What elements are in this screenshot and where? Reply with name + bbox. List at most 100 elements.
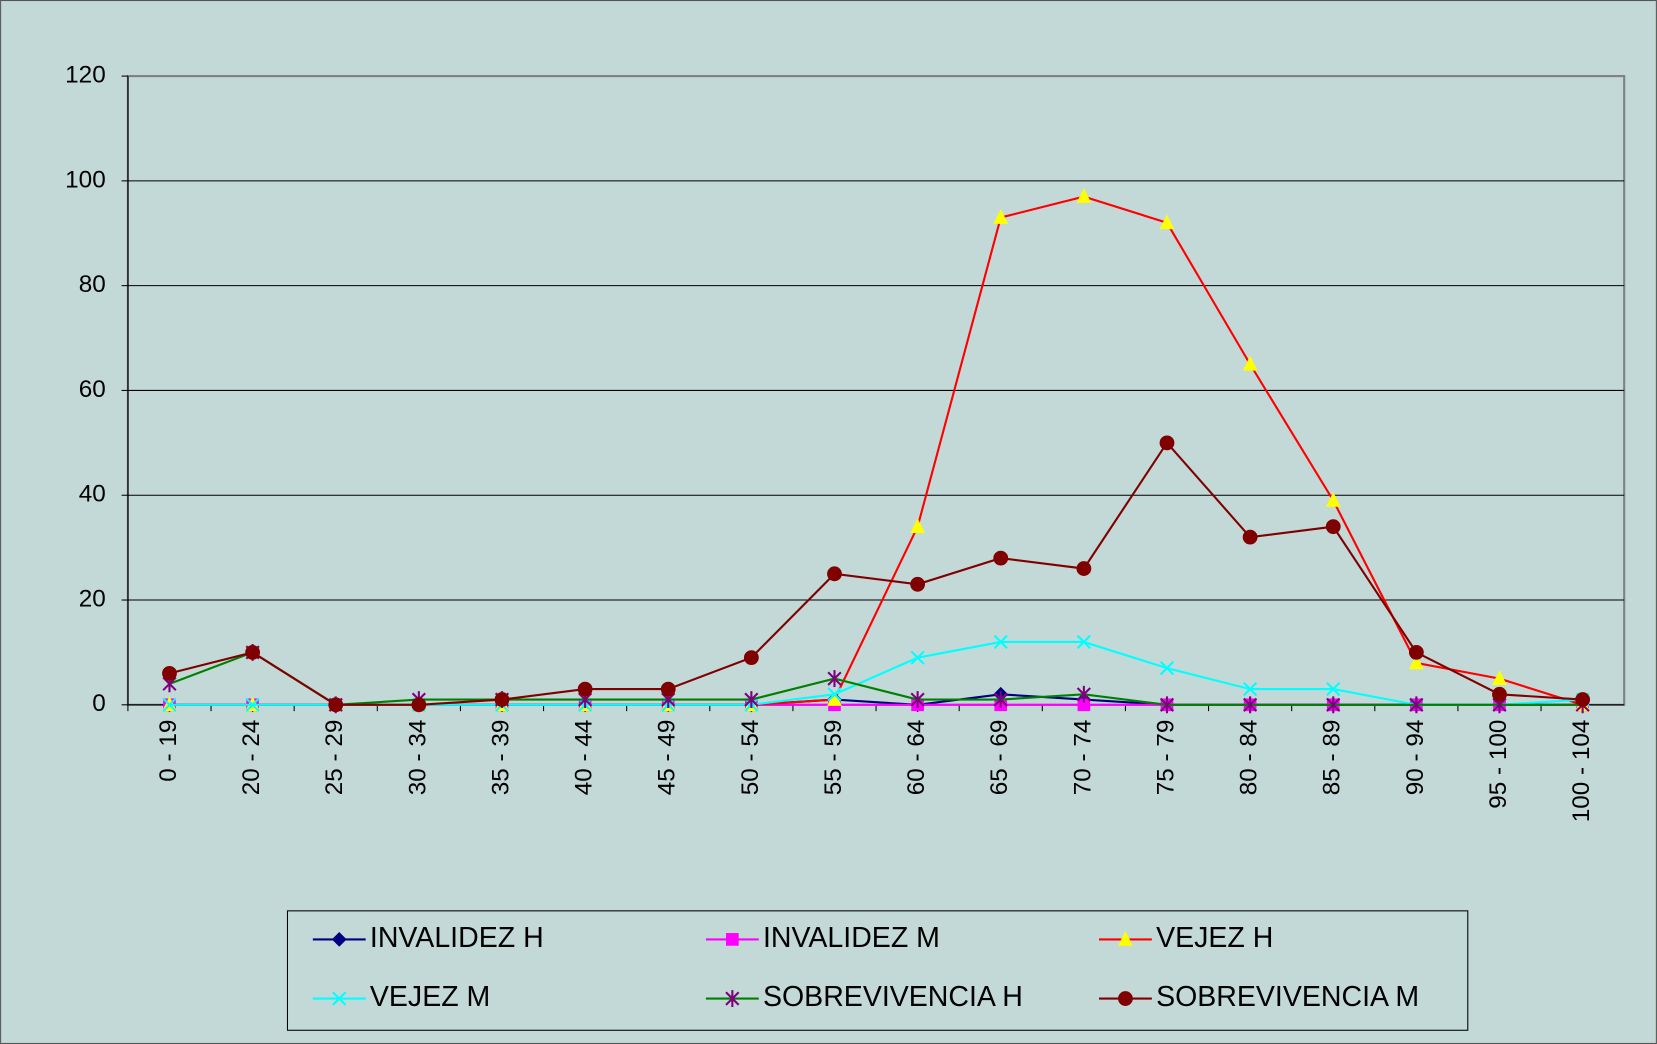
marker	[1408, 654, 1424, 670]
marker-part	[1159, 214, 1175, 230]
legend	[286, 910, 1469, 1031]
legend-label: SOBREVIVENCIA H	[763, 981, 1023, 1013]
marker	[1242, 355, 1258, 371]
y-tick-label: 100	[65, 166, 106, 193]
marker-part	[827, 687, 842, 702]
x-tick-label: 25 - 29	[321, 720, 348, 796]
series-line	[169, 441, 1583, 706]
y-tick-label: 80	[79, 271, 106, 298]
marker	[577, 681, 593, 697]
marker	[660, 681, 676, 697]
marker-part	[1325, 519, 1341, 535]
marker	[1159, 661, 1175, 676]
marker	[1118, 930, 1133, 946]
marker-part	[1409, 696, 1424, 714]
marker-part	[993, 550, 1009, 566]
marker	[827, 691, 842, 706]
marker	[993, 691, 1008, 709]
marker-part	[1492, 670, 1507, 685]
marker	[245, 645, 261, 660]
marker-part	[1243, 682, 1258, 697]
x-tick-label: 45 - 49	[654, 720, 681, 796]
x-tick-label: 85 - 89	[1319, 720, 1346, 796]
marker	[1326, 682, 1341, 697]
x-tick-label: 75 - 79	[1152, 720, 1179, 796]
marker	[1076, 561, 1092, 576]
x-tick-label: 55 - 59	[820, 720, 847, 796]
marker-part	[245, 697, 260, 712]
marker-part	[1326, 682, 1341, 697]
legend-label: VEJEZ M	[370, 981, 490, 1013]
marker	[1243, 682, 1258, 697]
marker-part	[743, 650, 759, 666]
marker	[1326, 696, 1341, 714]
marker-part	[744, 691, 759, 709]
x-tick-label: 60 - 64	[903, 720, 930, 796]
x-tick-label: 35 - 39	[487, 720, 514, 796]
legend-label: VEJEZ H	[1156, 922, 1273, 954]
marker-part	[993, 634, 1008, 650]
series-line	[169, 651, 1583, 706]
marker	[245, 697, 260, 712]
x-tick-label: 100 - 104	[1568, 720, 1595, 823]
x-tick-label: 65 - 69	[986, 720, 1013, 796]
y-tick-label: 20	[79, 585, 106, 612]
marker-part	[332, 991, 347, 1006]
marker	[1159, 214, 1175, 230]
marker-part	[725, 990, 740, 1008]
marker-part	[162, 697, 177, 712]
y-tick-label: 0	[92, 690, 106, 717]
marker-part	[328, 697, 344, 713]
x-tick-label: 95 - 100	[1485, 720, 1512, 809]
marker	[162, 665, 177, 681]
y-tick-label: 40	[79, 481, 106, 508]
marker	[1325, 519, 1341, 535]
marker	[1492, 670, 1507, 685]
x-tick-label: 20 - 24	[238, 720, 265, 796]
marker	[910, 691, 925, 709]
marker-part	[993, 691, 1008, 709]
marker-part	[827, 670, 842, 688]
marker-part	[910, 691, 925, 709]
x-tick-label: 80 - 84	[1236, 720, 1263, 796]
marker-part	[1077, 698, 1091, 712]
marker	[827, 566, 842, 582]
marker	[1242, 529, 1258, 545]
marker	[411, 697, 427, 713]
marker-part	[411, 697, 427, 713]
marker	[494, 692, 510, 707]
marker-part	[910, 576, 926, 592]
marker-part	[1159, 661, 1175, 676]
marker	[328, 697, 344, 713]
marker-part	[1325, 492, 1341, 507]
x-tick-label: 90 - 94	[1402, 720, 1429, 796]
marker	[1243, 696, 1258, 714]
x-tick-label: 30 - 34	[404, 720, 431, 796]
marker-part	[726, 933, 739, 946]
marker	[1159, 435, 1175, 451]
x-tick-label: 40 - 44	[571, 720, 598, 796]
marker-part	[1243, 696, 1258, 714]
marker	[993, 209, 1009, 224]
marker	[827, 670, 842, 688]
marker-part	[1242, 529, 1258, 545]
marker-part	[910, 518, 926, 534]
marker-part	[1076, 561, 1092, 576]
marker	[1076, 188, 1092, 203]
marker-part	[1242, 355, 1258, 371]
marker	[726, 933, 739, 946]
marker	[1076, 634, 1091, 650]
marker-part	[1408, 645, 1424, 660]
marker-part	[1408, 654, 1424, 670]
y-tick-label: 120	[65, 62, 106, 89]
marker-part	[1076, 685, 1091, 703]
marker-part	[660, 681, 676, 697]
marker	[744, 691, 759, 709]
marker-part	[1492, 686, 1507, 702]
x-tick-label: 0 - 19	[155, 720, 182, 782]
marker	[1076, 685, 1091, 703]
marker-part	[827, 691, 842, 706]
marker-part	[162, 665, 177, 681]
legend-label: SOBREVIVENCIA M	[1156, 981, 1419, 1013]
marker-part	[1076, 188, 1092, 203]
